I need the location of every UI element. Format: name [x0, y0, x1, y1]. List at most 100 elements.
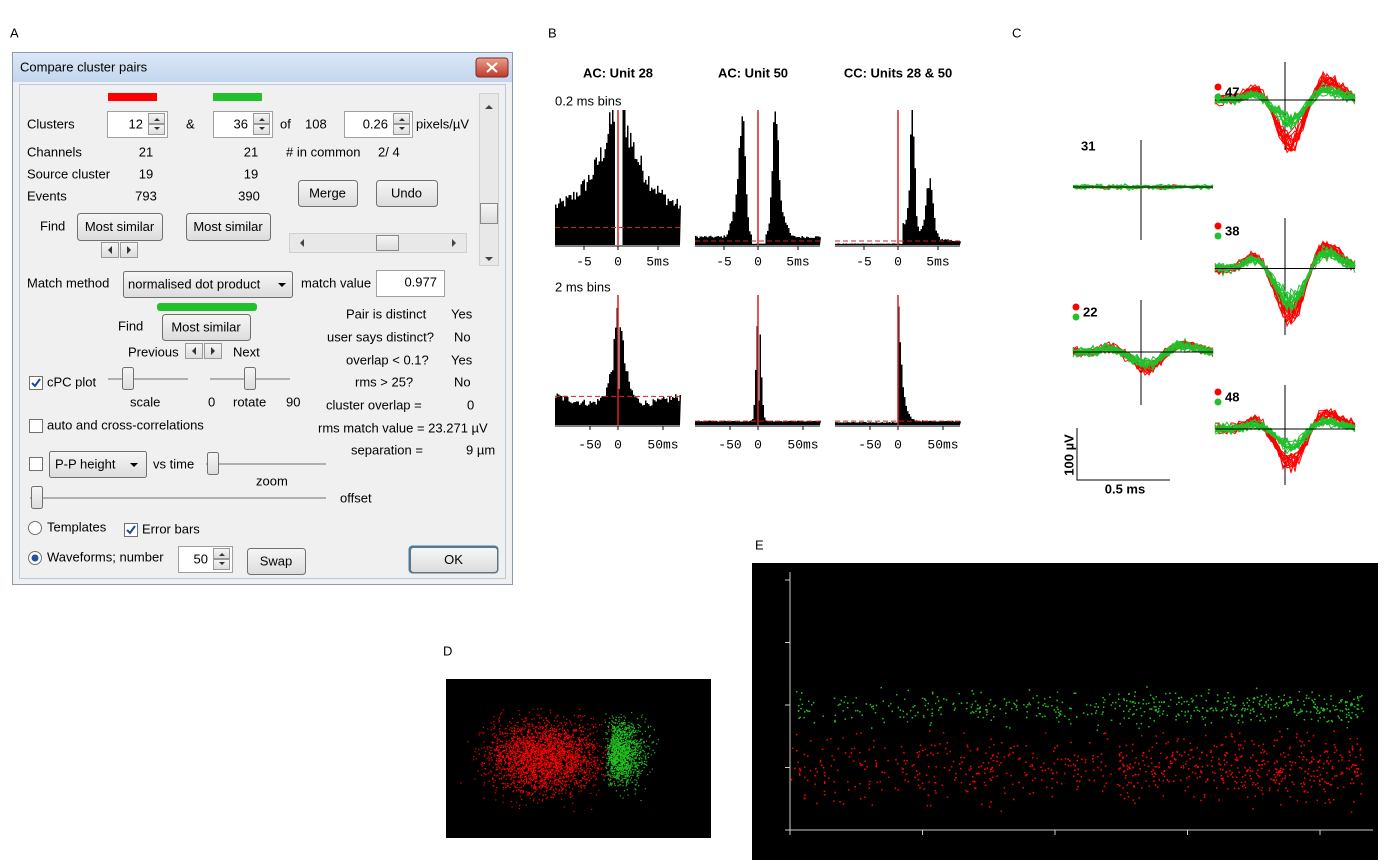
- point: [616, 767, 618, 769]
- point: [565, 746, 568, 748]
- button[interactable]: [376, 180, 438, 207]
- point: [571, 747, 573, 749]
- point: [624, 726, 627, 728]
- slider-thumb[interactable]: [31, 486, 43, 509]
- point: [542, 767, 545, 769]
- input-box[interactable]: [376, 270, 445, 297]
- point: [558, 790, 560, 792]
- point: [519, 759, 521, 761]
- point: [605, 713, 607, 715]
- point: [513, 774, 515, 776]
- point: [594, 759, 596, 761]
- dropdown[interactable]: [123, 271, 293, 298]
- point: [524, 748, 527, 750]
- point: [623, 771, 625, 773]
- point: [563, 752, 566, 754]
- button[interactable]: [186, 213, 271, 241]
- point: [544, 755, 546, 757]
- point: [548, 751, 550, 753]
- button[interactable]: [298, 180, 358, 207]
- point: [522, 751, 524, 753]
- label: user says distinct?: [327, 329, 434, 344]
- point: [616, 726, 618, 728]
- point: [495, 799, 497, 801]
- h-scroll-thumb[interactable]: [376, 235, 399, 251]
- point: [619, 730, 621, 733]
- checkbox[interactable]: [29, 419, 43, 433]
- point: [574, 761, 577, 763]
- point: [623, 734, 625, 736]
- point: [544, 766, 546, 768]
- point: [622, 755, 624, 757]
- point: [517, 777, 519, 779]
- point: [593, 738, 596, 741]
- point: [505, 743, 507, 745]
- point: [621, 753, 623, 755]
- point: [556, 726, 558, 728]
- waveform-trace: [1072, 183, 1214, 191]
- point: [547, 753, 550, 755]
- radio[interactable]: [28, 521, 42, 535]
- point: [576, 760, 579, 763]
- point: [614, 721, 617, 724]
- point: [549, 771, 551, 773]
- point: [606, 757, 608, 759]
- point: [498, 752, 500, 754]
- point: [498, 748, 500, 751]
- point: [522, 742, 524, 744]
- slider-thumb[interactable]: [244, 367, 256, 390]
- point: [537, 802, 539, 804]
- point: [611, 740, 613, 742]
- point: [577, 751, 579, 754]
- button[interactable]: [162, 314, 251, 341]
- unit-dot-green: [1214, 93, 1222, 101]
- point: [542, 773, 544, 775]
- point: [619, 753, 621, 755]
- point: [546, 782, 548, 784]
- point: [520, 786, 523, 788]
- point: [534, 752, 536, 754]
- dropdown[interactable]: [49, 451, 147, 478]
- checkbox[interactable]: [29, 457, 43, 471]
- point: [607, 772, 609, 774]
- point: [620, 766, 623, 768]
- point: [618, 778, 620, 780]
- point: [549, 736, 551, 738]
- point: [625, 737, 628, 739]
- point: [587, 760, 589, 762]
- button[interactable]: [247, 548, 306, 575]
- point: [523, 724, 525, 726]
- point: [627, 750, 629, 752]
- point: [624, 761, 627, 763]
- point: [494, 735, 496, 738]
- button[interactable]: [77, 213, 163, 241]
- slider-thumb[interactable]: [122, 367, 134, 390]
- cluster-points: [460, 708, 659, 813]
- point: [527, 760, 529, 762]
- point: [587, 767, 589, 770]
- point: [558, 758, 561, 760]
- point: [499, 730, 501, 732]
- point: [526, 777, 528, 779]
- point: [623, 757, 625, 759]
- point: [513, 739, 515, 741]
- point: [554, 752, 556, 754]
- button[interactable]: [410, 547, 498, 573]
- point: [566, 772, 568, 774]
- point: [496, 737, 498, 739]
- slider-thumb[interactable]: [207, 452, 219, 475]
- point: [596, 768, 599, 770]
- point: [612, 737, 615, 739]
- v-scroll-thumb[interactable]: [480, 203, 498, 224]
- point: [625, 739, 627, 741]
- point: [629, 768, 631, 771]
- point: [544, 729, 547, 731]
- unit-label: 31: [1081, 138, 1095, 153]
- point: [568, 744, 570, 746]
- point: [598, 724, 601, 726]
- point: [570, 764, 573, 766]
- point: [541, 754, 543, 756]
- point: [616, 768, 618, 770]
- point: [607, 748, 609, 750]
- point: [518, 753, 520, 755]
